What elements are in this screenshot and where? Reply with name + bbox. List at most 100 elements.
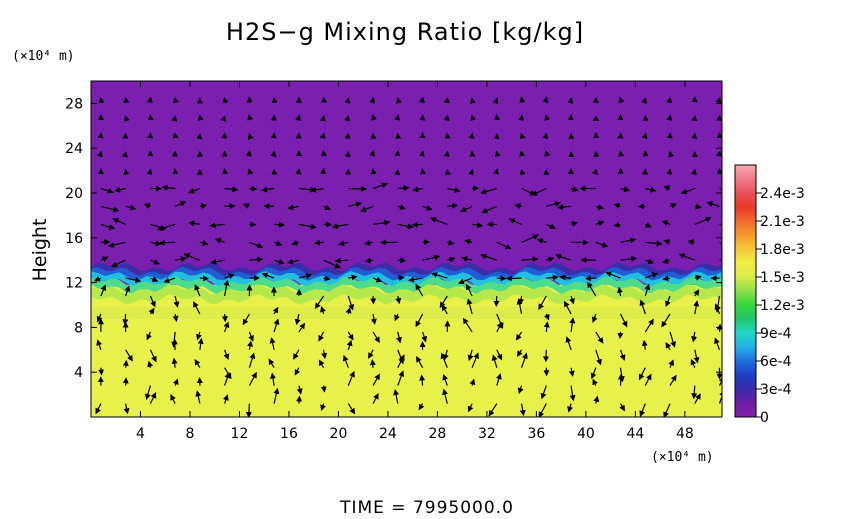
- velocity-vector: [363, 239, 374, 246]
- velocity-vector: [261, 272, 275, 279]
- velocity-vector: [546, 223, 556, 230]
- velocity-vector: [422, 205, 433, 211]
- velocity-vector: [372, 276, 383, 283]
- colorbar-tick-label: 3e-4: [760, 382, 792, 398]
- velocity-vector: [613, 203, 621, 209]
- velocity-vector: [347, 295, 355, 311]
- velocity-vector: [493, 295, 500, 307]
- velocity-vector: [223, 321, 230, 333]
- velocity-vector: [569, 317, 576, 332]
- velocity-vector: [268, 358, 275, 369]
- velocity-vector: [287, 258, 300, 265]
- velocity-vector: [591, 313, 598, 323]
- velocity-vector: [149, 349, 157, 363]
- velocity-vector: [521, 256, 539, 263]
- velocity-vector: [480, 253, 497, 261]
- velocity-vector: [706, 201, 720, 207]
- velocity-vector: [467, 403, 474, 413]
- y-tick-label: 8: [74, 320, 83, 336]
- plot-frame: [90, 80, 723, 418]
- velocity-vector: [323, 204, 332, 211]
- velocity-vector: [371, 114, 377, 121]
- velocity-vector: [124, 285, 131, 297]
- velocity-vector: [370, 313, 377, 325]
- velocity-vector: [481, 205, 498, 214]
- velocity-vector: [197, 337, 204, 350]
- velocity-vector: [464, 238, 473, 245]
- velocity-vector: [618, 367, 625, 383]
- velocity-vector: [174, 201, 187, 207]
- velocity-vector: [447, 239, 455, 246]
- velocity-vector: [496, 313, 504, 329]
- y-tick-label: 24: [65, 141, 83, 157]
- velocity-vector: [397, 204, 406, 211]
- velocity-vector: [348, 274, 358, 281]
- velocity-vector: [158, 239, 176, 246]
- velocity-vector: [310, 186, 324, 193]
- velocity-vector: [661, 313, 671, 328]
- velocity-vector: [516, 349, 523, 357]
- velocity-vector: [644, 283, 651, 297]
- velocity-vector: [318, 359, 325, 369]
- velocity-vector: [171, 357, 178, 368]
- velocity-vector: [644, 318, 654, 333]
- velocity-vector: [543, 321, 550, 332]
- velocity-vector: [639, 299, 646, 315]
- velocity-vector: [447, 256, 456, 263]
- velocity-vector: [694, 274, 702, 281]
- velocity-vector: [196, 331, 202, 341]
- velocity-vector: [320, 305, 326, 315]
- velocity-vector: [496, 349, 503, 361]
- y-axis-label: Height: [29, 219, 51, 282]
- velocity-vector: [273, 258, 285, 265]
- velocity-vector: [565, 336, 572, 350]
- velocity-vector: [519, 403, 526, 417]
- velocity-vector: [223, 349, 230, 360]
- velocity-vector: [690, 358, 697, 368]
- chart-title: H2S−g Mixing Ratio [kg/kg]: [226, 18, 584, 46]
- velocity-vector: [719, 240, 722, 246]
- velocity-vector: [318, 331, 325, 342]
- velocity-vector: [471, 352, 479, 368]
- velocity-vector: [442, 373, 449, 386]
- velocity-vector: [224, 203, 236, 210]
- x-axis: 4 8 12 16 20 24 28 32 36 40 44 48: [136, 81, 694, 442]
- velocity-vector: [584, 275, 596, 282]
- velocity-vector: [270, 372, 276, 386]
- velocity-vector: [393, 389, 400, 404]
- velocity-vector: [669, 203, 677, 209]
- velocity-vector: [273, 318, 280, 333]
- velocity-vector: [313, 239, 324, 246]
- velocity-vector: [538, 403, 547, 417]
- velocity-vector: [199, 240, 209, 246]
- velocity-vector: [544, 150, 551, 157]
- velocity-vector: [620, 255, 638, 262]
- velocity-vector: [530, 187, 547, 196]
- velocity-vector: [691, 385, 698, 400]
- y-axis: 4 8 12 16 20 24 28: [65, 96, 722, 381]
- velocity-vector: [495, 373, 502, 386]
- velocity-vector: [557, 204, 572, 211]
- velocity-vector: [245, 403, 252, 417]
- velocity-vector: [248, 371, 257, 386]
- velocity-vector: [369, 359, 376, 368]
- velocity-vector: [372, 331, 380, 344]
- velocity-vector: [447, 187, 461, 193]
- velocity-vector: [146, 331, 152, 341]
- velocity-vector: [125, 349, 133, 362]
- velocity-vector: [555, 253, 572, 261]
- velocity-vector: [347, 370, 355, 386]
- velocity-vector: [412, 186, 423, 193]
- velocity-vector: [496, 275, 507, 282]
- velocity-vector: [98, 367, 105, 376]
- velocity-vector: [296, 385, 303, 395]
- velocity-vector: [619, 403, 625, 412]
- velocity-vector: [224, 273, 235, 280]
- velocity-vector: [593, 395, 600, 404]
- velocity-vector: [321, 349, 328, 360]
- velocity-vector: [592, 378, 598, 386]
- velocity-vector: [394, 313, 400, 322]
- velocity-vector: [110, 259, 126, 268]
- velocity-vector: [442, 388, 448, 404]
- velocity-vector: [693, 349, 700, 364]
